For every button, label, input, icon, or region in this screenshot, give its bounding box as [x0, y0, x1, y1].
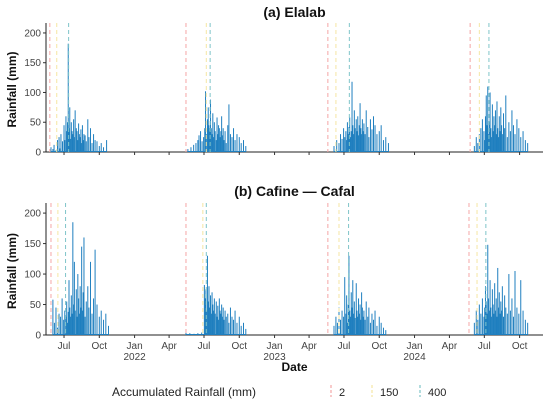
- panel-b: (b) Cafine — Cafal Rainfall (mm) 0 50 100 150…: [5, 183, 543, 363]
- legend-label: 2: [339, 387, 345, 399]
- y-axis-title: Rainfall (mm): [5, 233, 19, 309]
- x-tick-label: Jan 2024: [403, 341, 426, 363]
- x-tick-label: Jan 2023: [263, 341, 286, 363]
- x-tick-label-line: 2023: [263, 352, 286, 363]
- y-tick-label: 150: [24, 58, 41, 69]
- y-tick-label: 50: [30, 300, 42, 311]
- x-tick-label-line: 2022: [123, 352, 146, 363]
- x-tick-label: Jul: [198, 341, 211, 352]
- y-tick-label: 100: [24, 88, 41, 99]
- x-axis-title: Date: [281, 360, 307, 374]
- x-tick-label: Apr: [442, 341, 458, 352]
- x-tick-label-line: Oct: [371, 341, 387, 352]
- x-tick-label-line: Jul: [58, 341, 71, 352]
- x-tick-label-line: Apr: [442, 341, 458, 352]
- y-axis-title: Rainfall (mm): [5, 51, 19, 127]
- x-tick-label-line: Jan: [127, 341, 143, 352]
- x-tick-label: Oct: [92, 341, 108, 352]
- legend-title: Accumulated Rainfall (mm): [112, 385, 256, 399]
- x-tick-label: Oct: [512, 341, 528, 352]
- y-tick-label: 0: [35, 331, 41, 342]
- x-tick-label-line: Apr: [161, 341, 177, 352]
- legend-label: 400: [428, 387, 446, 399]
- x-tick-label: Oct: [231, 341, 247, 352]
- x-tick-label: Jul: [478, 341, 491, 352]
- x-tick-label: Jan 2022: [123, 341, 146, 363]
- x-tick-label: Apr: [161, 341, 177, 352]
- y-tick-label: 200: [24, 28, 41, 39]
- panel-title: (b) Cafine — Cafal: [234, 183, 355, 199]
- x-tick-label-line: Jul: [198, 341, 211, 352]
- legend-label: 150: [380, 387, 398, 399]
- y-tick-label: 100: [24, 270, 41, 281]
- x-tick-label-line: Jul: [338, 341, 351, 352]
- x-tick-label-line: Apr: [301, 341, 317, 352]
- x-tick-label: Jul: [58, 341, 71, 352]
- y-tick-label: 150: [24, 239, 41, 250]
- y-tick-label: 50: [30, 118, 42, 129]
- x-tick-label-line: Oct: [92, 341, 108, 352]
- x-tick-label-line: Oct: [512, 341, 528, 352]
- x-tick-label-line: Oct: [231, 341, 247, 352]
- legend: Accumulated Rainfall (mm) 2 150 400: [112, 385, 446, 399]
- x-tick-label-line: Jul: [478, 341, 491, 352]
- y-tick-label: 0: [35, 148, 41, 159]
- x-tick-label: Jul: [338, 341, 351, 352]
- y-tick-label: 200: [24, 209, 41, 220]
- panel-title: (a) Elalab: [263, 4, 325, 20]
- x-tick-label-line: Jan: [266, 341, 282, 352]
- x-tick-label: Oct: [371, 341, 387, 352]
- x-tick-label: Apr: [301, 341, 317, 352]
- panel-a: (a) Elalab Rainfall (mm) 0 50 100 150 200: [5, 4, 543, 159]
- x-tick-label-line: Jan: [406, 341, 422, 352]
- x-tick-label-line: 2024: [403, 352, 426, 363]
